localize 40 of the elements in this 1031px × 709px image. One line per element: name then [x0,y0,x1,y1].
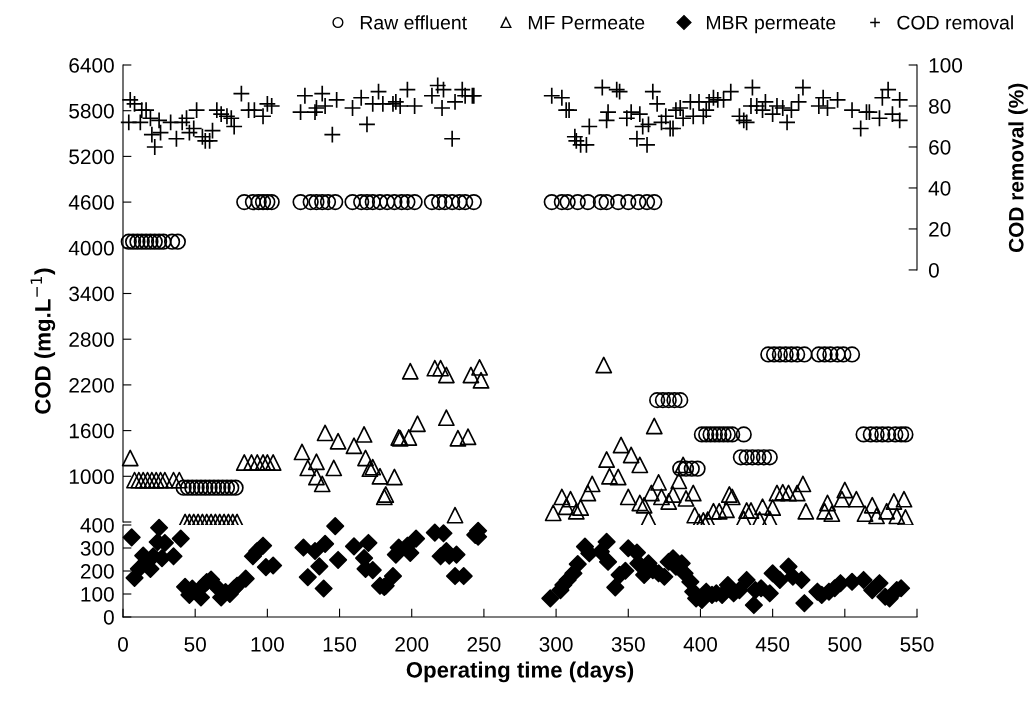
legend-label: COD removal [897,15,1013,30]
x-tick-label: 50 [184,636,206,652]
y-tick-label: 2800 [69,332,114,347]
legend-label: Raw effluent [360,15,467,30]
x-tick-label: 500 [828,636,862,652]
y-tick-label: 1000 [69,469,114,485]
x-tick-label: 100 [251,636,284,652]
x-tick-label: 250 [467,636,501,652]
x-tick-label: 450 [755,636,790,652]
y-tick-label: 4600 [68,195,114,210]
y-tick-label: 400 [80,518,114,533]
y-tick-label: 200 [80,564,114,579]
y-tick-label: 5200 [69,149,114,165]
x-tick-label: 350 [611,636,645,652]
x-tick-label: 150 [323,636,357,652]
y-tick-label: 3400 [69,286,114,302]
x-tick-label: 400 [683,636,718,652]
y-tick-label: 6400 [69,58,114,73]
x-tick-label: 300 [539,636,573,652]
x-tick-label: 0 [118,636,128,652]
legend-label: MBR permeate [706,15,836,34]
y2-tick-label: 20 [929,221,951,237]
y-tick-label: 4000 [68,240,114,256]
x-tick-label: 550 [900,636,934,652]
y-tick-label: 5800 [69,103,114,119]
x-axis-title: Operating time (days) [406,661,634,683]
y-tick-label: 300 [80,541,114,556]
y2-tick-label: 100 [929,58,963,73]
y-tick-label: 1600 [69,423,114,439]
x-tick-label: 200 [395,636,429,652]
y-axis-title: COD (mg.L$^{−1}$) [30,268,56,414]
y2-tick-label: 60 [929,139,951,155]
y-tick-label: 2200 [69,377,114,393]
y2-tick-label: 40 [928,180,951,196]
y2-tick-label: 0 [928,262,939,278]
y-tick-label: 100 [81,587,114,602]
y-tick-label: 0 [103,610,114,625]
y2-tick-label: 80 [929,98,951,114]
y2-axis-title: COD removal (%) [1008,83,1028,253]
legend-label: MF Permeate [528,15,645,30]
